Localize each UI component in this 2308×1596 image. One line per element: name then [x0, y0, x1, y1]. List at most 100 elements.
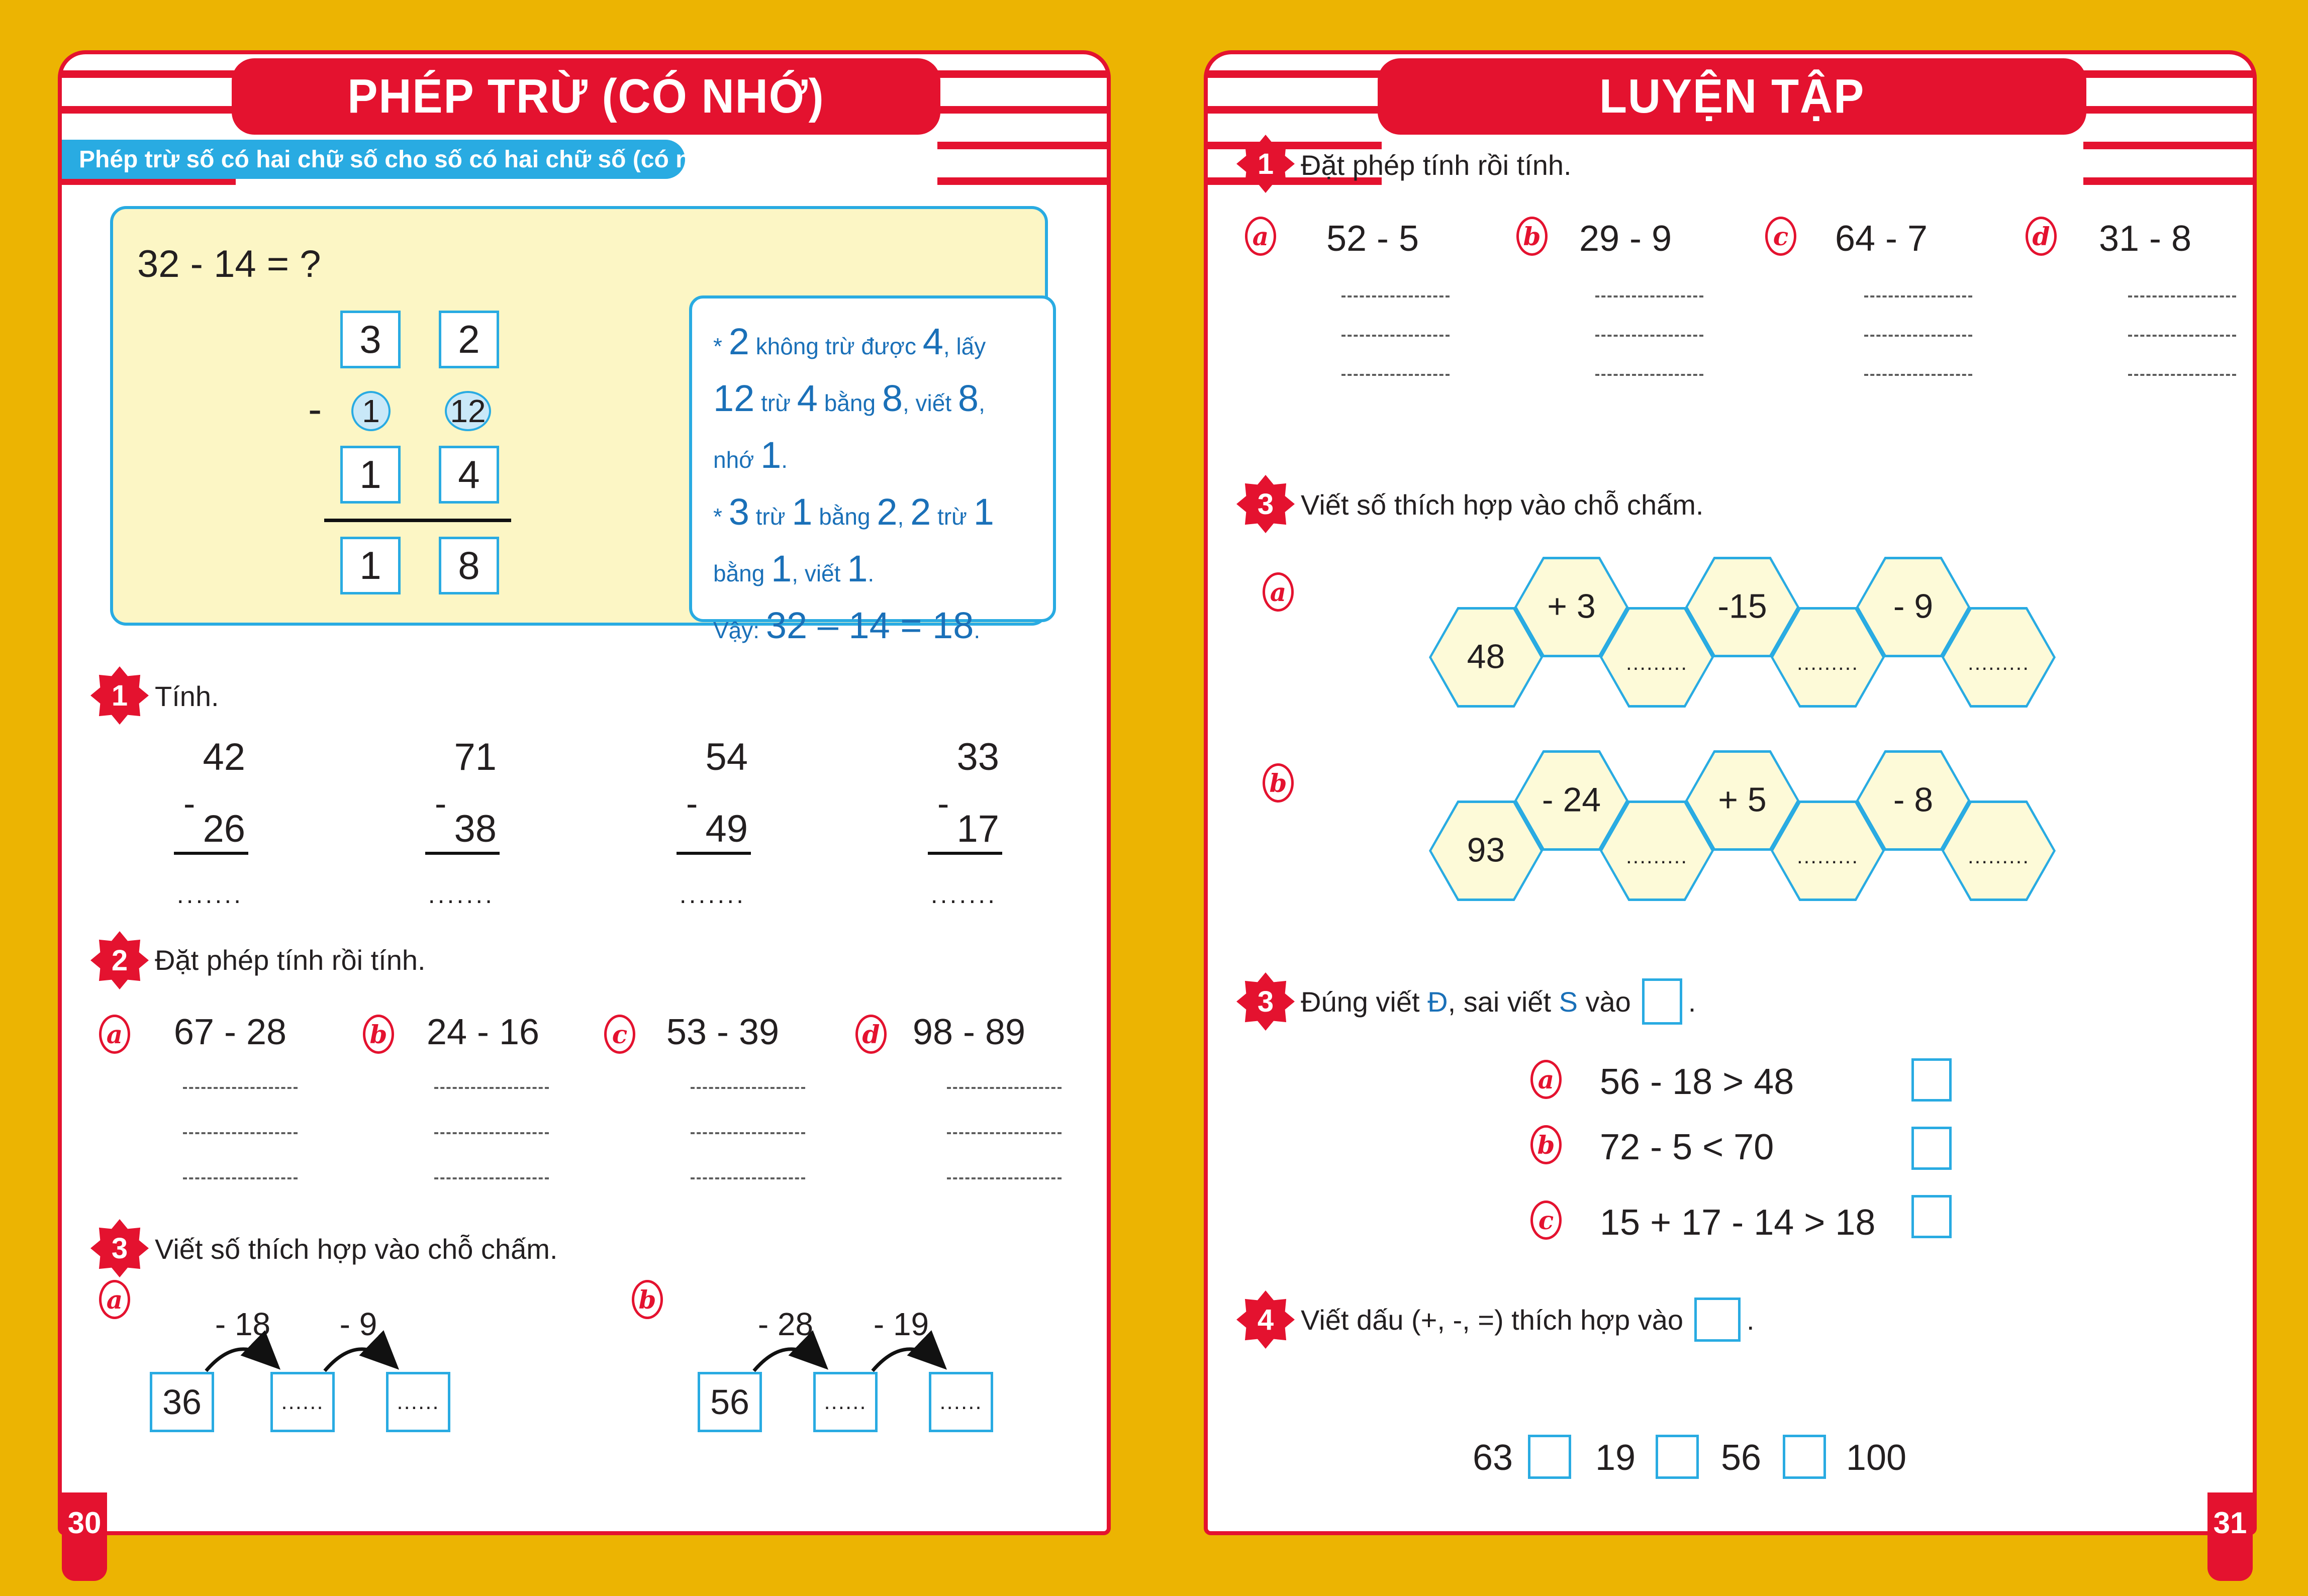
answer-box[interactable]: [1528, 1435, 1571, 1479]
answer-box[interactable]: [1694, 1298, 1741, 1342]
answer-line: [425, 852, 500, 855]
number: 100: [1846, 1438, 1907, 1478]
answer-dots[interactable]: .......: [679, 880, 746, 909]
work-line[interactable]: [1595, 335, 1703, 337]
borrow-circle-tens: 1: [351, 391, 391, 431]
work-line[interactable]: [947, 1087, 1062, 1089]
explanation-line: 12 trừ 4 bằng 8, viết 8,: [713, 377, 985, 419]
work-line[interactable]: [691, 1177, 805, 1179]
work-line[interactable]: [183, 1087, 298, 1089]
comparison-expression: 56 - 18 > 48: [1600, 1062, 1794, 1102]
work-line[interactable]: [183, 1132, 298, 1134]
vertical-subtraction: 33 - 17 .......: [916, 735, 1002, 916]
answer-box[interactable]: [1642, 978, 1682, 1025]
work-line[interactable]: [2128, 335, 2236, 337]
lesson-title-banner: PHÉP TRỪ (CÓ NHỚ): [232, 58, 940, 135]
chain-start-box: 36: [150, 1372, 214, 1432]
answer-box[interactable]: [1911, 1058, 1952, 1102]
work-line[interactable]: [1341, 374, 1450, 376]
answer-line: [677, 852, 751, 855]
work-line[interactable]: [947, 1132, 1062, 1134]
number: 56: [1720, 1438, 1762, 1478]
minuend: 54: [705, 736, 748, 778]
work-line[interactable]: [183, 1177, 298, 1179]
arrow-icon: [752, 1330, 947, 1372]
subtrahend: 17: [956, 808, 999, 850]
answer-dots[interactable]: .......: [930, 880, 997, 909]
work-line[interactable]: [1341, 335, 1450, 337]
number: 63: [1472, 1438, 1513, 1478]
digit-box-ones-result: 8: [439, 537, 499, 594]
work-line[interactable]: [1595, 295, 1703, 297]
subtrahend: 38: [454, 808, 497, 850]
chain-answer-box[interactable]: ......: [813, 1372, 878, 1432]
page-number-tab: 31: [2207, 1492, 2253, 1581]
period: .: [1688, 985, 1696, 1018]
minus-sign: -: [686, 784, 698, 823]
exercise-title: Viết dấu (+, -, =) thích hợp vào .: [1301, 1293, 1755, 1346]
work-line[interactable]: [1595, 374, 1703, 376]
answer-box[interactable]: [1783, 1435, 1826, 1479]
subtraction-expression: 64 - 7: [1835, 219, 1928, 259]
chain-answer-box[interactable]: ......: [270, 1372, 335, 1432]
item-letter: a: [1245, 217, 1276, 256]
exercise-title: Viết số thích hợp vào chỗ chấm.: [1301, 489, 1704, 521]
work-line[interactable]: [691, 1087, 805, 1089]
item-letter: b: [1516, 217, 1548, 256]
lesson-title-banner: LUYỆN TẬP: [1378, 58, 2086, 135]
right-page: LUYỆN TẬP 1 Đặt phép tính rồi tính. a 52…: [1204, 50, 2257, 1581]
exercise-title: Đúng viết Đ, sai viết S vào .: [1301, 975, 1696, 1028]
answer-dots[interactable]: .......: [428, 880, 495, 909]
lesson-title: LUYỆN TẬP: [1599, 69, 1865, 123]
answer-dots[interactable]: .......: [176, 880, 243, 909]
chain-start-box: 56: [698, 1372, 762, 1432]
chain-answer-box[interactable]: ......: [929, 1372, 993, 1432]
item-letter: b: [363, 1015, 394, 1054]
subtraction-expression: 52 - 5: [1326, 219, 1419, 259]
minuend: 71: [454, 736, 497, 778]
vertical-subtraction: 71 - 38 .......: [414, 735, 500, 916]
vertical-subtraction: 54 - 49 .......: [665, 735, 751, 916]
work-line[interactable]: [2128, 295, 2236, 297]
exercise-badge: 3: [1236, 475, 1295, 533]
item-letter: b: [632, 1280, 663, 1319]
period: .: [1747, 1304, 1755, 1336]
subtraction-expression: 53 - 39: [666, 1012, 780, 1052]
minus-sign: -: [183, 784, 196, 823]
number: 19: [1595, 1438, 1636, 1478]
explanation-line: * 2 không trừ được 4, lấy: [713, 321, 986, 362]
work-line[interactable]: [2128, 374, 2236, 376]
work-line[interactable]: [1864, 374, 1972, 376]
item-letter: b: [1263, 763, 1294, 803]
chain-answer-box[interactable]: ......: [386, 1372, 450, 1432]
answer-box[interactable]: [1656, 1435, 1699, 1479]
work-line[interactable]: [947, 1177, 1062, 1179]
work-line[interactable]: [434, 1177, 549, 1179]
exercise-title: Đặt phép tính rồi tính.: [155, 944, 426, 976]
explanation-box: * 2 không trừ được 4, lấy 12 trừ 4 bằng …: [689, 295, 1056, 646]
work-line[interactable]: [1341, 295, 1450, 297]
item-letter: b: [1530, 1125, 1562, 1164]
explanation-line: * 3 trừ 1 bằng 2, 2 trừ 1: [713, 491, 994, 533]
explanation-line: bằng 1, viết 1.: [713, 548, 875, 589]
worked-example-box: 32 - 14 = ? 3 2 - 1 12 1 4 1 8 * 2 không…: [110, 206, 1056, 646]
subtraction-expression: 67 - 28: [173, 1012, 287, 1052]
work-line[interactable]: [434, 1087, 549, 1089]
left-page: PHÉP TRỪ (CÓ NHỚ) Phép trừ số có hai chữ…: [58, 50, 1111, 1581]
item-letter: c: [1530, 1201, 1562, 1240]
subtrahend: 26: [203, 808, 245, 850]
item-letter: c: [1765, 217, 1796, 256]
answer-box[interactable]: [1911, 1127, 1952, 1170]
digit-box-ones-sub: 4: [439, 446, 499, 504]
subtraction-expression: 98 - 89: [912, 1012, 1026, 1052]
work-line[interactable]: [434, 1132, 549, 1134]
work-line[interactable]: [1864, 295, 1972, 297]
page-number-tab: 30: [62, 1492, 107, 1581]
answer-box[interactable]: [1911, 1195, 1952, 1238]
page-number: 30: [67, 1506, 102, 1540]
work-line[interactable]: [691, 1132, 805, 1134]
work-line[interactable]: [1864, 335, 1972, 337]
item-letter: a: [99, 1280, 130, 1319]
hexagon-value: 48: [1429, 607, 1543, 708]
vertical-subtraction: 42 - 26 .......: [162, 735, 248, 916]
